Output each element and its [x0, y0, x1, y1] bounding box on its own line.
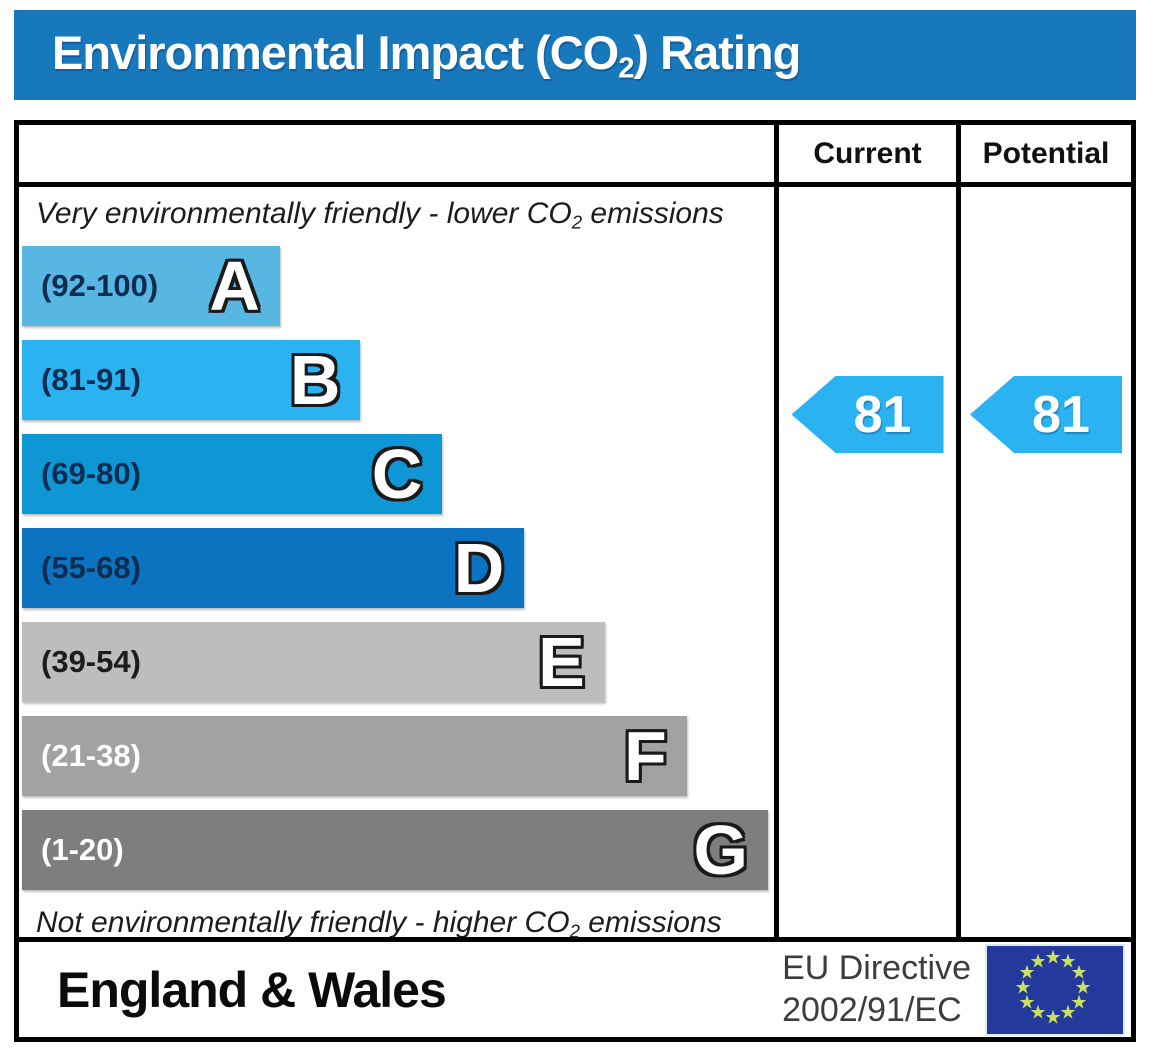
header-potential: Potential: [956, 125, 1131, 182]
eu-star-icon: ★: [1018, 962, 1036, 983]
band-letter: E: [538, 622, 585, 701]
eu-star-icon: ★: [1029, 1002, 1047, 1024]
eu-star-icon: ★: [1029, 951, 1047, 973]
band-range: (69-80): [41, 455, 141, 491]
band-row-f: (21-38) F: [22, 715, 687, 796]
band-row-d: (55-68) D: [22, 527, 525, 608]
potential-rating-value: 81: [1032, 385, 1090, 444]
eu-star-icon: ★: [1070, 992, 1088, 1013]
band-letter: A: [209, 246, 260, 325]
eu-star-icon: ★: [1059, 951, 1077, 973]
current-rating-arrow: 81: [791, 376, 944, 453]
band-letter: C: [371, 434, 423, 513]
potential-column: 81: [956, 187, 1131, 937]
eu-directive-line2: 2002/91/EC: [782, 990, 962, 1029]
bands-area: Very environmentally friendly - lower CO…: [19, 187, 774, 937]
header-current: Current: [774, 125, 956, 182]
table-body-row: Very environmentally friendly - lower CO…: [19, 187, 1131, 937]
page-title: Environmental Impact (CO2) Rating: [52, 25, 801, 85]
band-letter: G: [693, 810, 748, 889]
band-range: (39-54): [41, 643, 141, 679]
eu-star-icon: ★: [1074, 977, 1092, 998]
band-row-e: (39-54) E: [22, 621, 605, 702]
eu-star-icon: ★: [1070, 962, 1088, 983]
eu-star-icon: ★: [1018, 992, 1036, 1013]
eu-star-icon: ★: [1059, 1002, 1077, 1024]
eu-directive-line1: EU Directive: [782, 949, 971, 988]
eu-star-icon: ★: [1044, 1007, 1062, 1028]
current-rating-value: 81: [853, 385, 912, 444]
band-range: (92-100): [41, 267, 159, 303]
band-letter: F: [624, 716, 667, 795]
band-range: (21-38): [41, 737, 141, 773]
eu-directive-label: EU Directive 2002/91/EC: [782, 948, 971, 1031]
title-bar: Environmental Impact (CO2) Rating: [14, 10, 1136, 100]
band-range: (55-68): [41, 549, 141, 585]
band-range: (81-91): [41, 361, 141, 397]
region-label: England & Wales: [57, 961, 447, 1018]
rating-table: Current Potential Very environmentally f…: [14, 120, 1136, 942]
eu-star-icon: ★: [1044, 947, 1062, 968]
footer: England & Wales EU Directive 2002/91/EC …: [14, 942, 1136, 1042]
band-letter: B: [289, 340, 341, 419]
eu-star-icon: ★: [1014, 977, 1032, 998]
band-row-b: (81-91) B: [22, 339, 361, 420]
band-row-g: (1-20) G: [22, 809, 768, 890]
potential-rating-arrow: 81: [970, 376, 1122, 453]
table-header-row: Current Potential: [19, 125, 1131, 187]
band-range: (1-20): [41, 831, 124, 867]
eu-flag: ★ ★ ★ ★ ★ ★ ★ ★ ★ ★ ★ ★: [985, 943, 1125, 1036]
caption-top: Very environmentally friendly - lower CO…: [36, 197, 724, 233]
caption-bottom: Not environmentally friendly - higher CO…: [36, 905, 722, 937]
band-letter: D: [453, 528, 505, 607]
band-row-a: (92-100) A: [22, 245, 280, 326]
header-spacer: [19, 125, 774, 182]
band-row-c: (69-80) C: [22, 433, 443, 514]
current-column: 81: [774, 187, 956, 937]
